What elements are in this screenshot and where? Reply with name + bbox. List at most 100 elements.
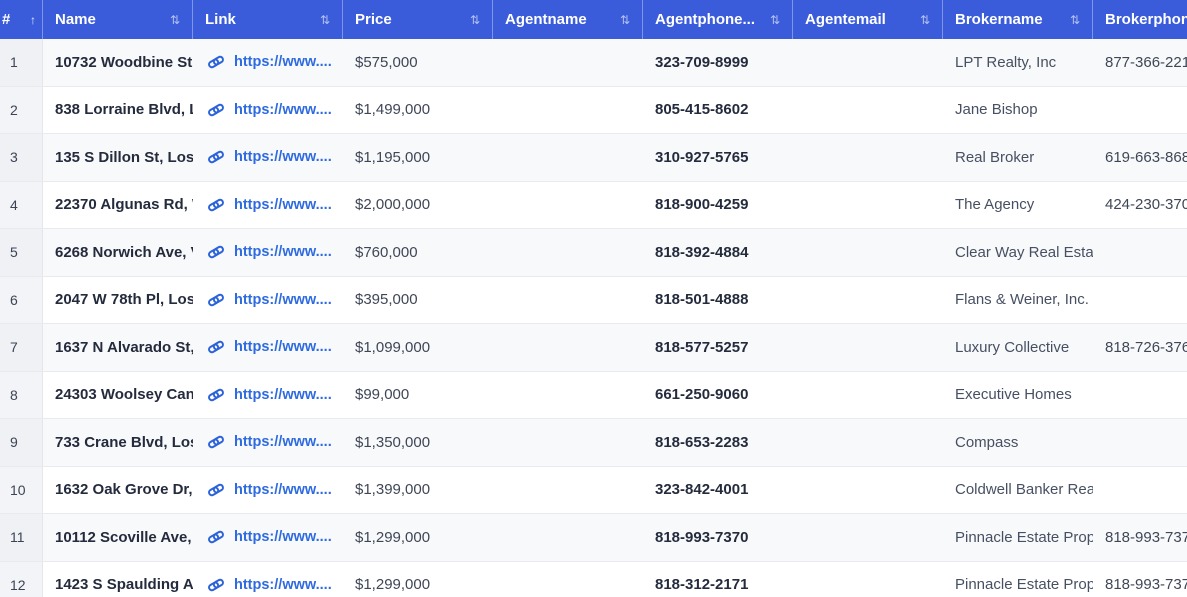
cell-agentname[interactable] (493, 467, 643, 514)
row-link[interactable]: https://www.... (234, 196, 332, 213)
cell-agentname[interactable] (493, 372, 643, 419)
cell-brokerphone[interactable] (1093, 467, 1187, 514)
cell-name[interactable]: 1632 Oak Grove Dr, Lo (55, 481, 193, 499)
cell-name[interactable]: 838 Lorraine Blvd, Los (55, 101, 193, 119)
row-link[interactable]: https://www.... (234, 149, 332, 166)
row-link[interactable]: https://www.... (234, 101, 332, 118)
cell-agentphone[interactable]: 818-900-4259 (655, 196, 749, 214)
cell-brokerphone[interactable] (1093, 87, 1187, 134)
row-link[interactable]: https://www.... (234, 54, 332, 71)
row-link[interactable]: https://www.... (234, 386, 332, 403)
cell-brokername[interactable]: Executive Homes (955, 386, 1072, 404)
column-header-index[interactable]: # ↑ (0, 0, 43, 39)
cell-name[interactable]: 733 Crane Blvd, Los An (55, 433, 193, 451)
cell-price[interactable]: $1,195,000 (355, 148, 431, 166)
row-link[interactable]: https://www.... (234, 291, 332, 308)
cell-brokername[interactable]: Coldwell Banker Realty (955, 481, 1093, 499)
cell-agentemail[interactable] (793, 87, 943, 134)
cell-brokername[interactable]: Real Broker (955, 148, 1035, 166)
cell-brokerphone[interactable]: 818-993-7370 (1105, 528, 1187, 546)
column-header-agentname[interactable]: Agentname ⇅ (493, 0, 643, 39)
sort-icon[interactable]: ⇅ (469, 12, 480, 27)
cell-agentphone[interactable]: 805-415-8602 (655, 101, 749, 119)
cell-price[interactable]: $1,499,000 (355, 101, 431, 119)
cell-agentemail[interactable] (793, 514, 943, 561)
cell-agentphone[interactable]: 818-993-7370 (655, 528, 749, 546)
cell-agentname[interactable] (493, 229, 643, 276)
cell-name[interactable]: 10732 Woodbine St Al (55, 53, 193, 71)
row-link[interactable]: https://www.... (234, 434, 332, 451)
cell-name[interactable]: 2047 W 78th Pl, Los A (55, 291, 193, 309)
sort-icon[interactable]: ⇅ (769, 12, 780, 27)
cell-brokername[interactable]: Luxury Collective (955, 338, 1070, 356)
row-link[interactable]: https://www.... (234, 244, 332, 261)
cell-agentphone[interactable]: 818-501-4888 (655, 291, 749, 309)
column-header-brokerphone[interactable]: Brokerphone ⇅ (1093, 0, 1187, 39)
row-link[interactable]: https://www.... (234, 576, 332, 593)
cell-price[interactable]: $575,000 (355, 53, 418, 71)
cell-name[interactable]: 24303 Woolsey Canyo (55, 386, 193, 404)
cell-agentname[interactable] (493, 39, 643, 86)
cell-agentphone[interactable]: 323-709-8999 (655, 53, 749, 71)
cell-agentphone[interactable]: 818-392-4884 (655, 243, 749, 261)
cell-brokerphone[interactable]: 619-663-8680 (1105, 148, 1187, 166)
sort-icon[interactable]: ⇅ (169, 12, 180, 27)
cell-price[interactable]: $2,000,000 (355, 196, 431, 214)
cell-agentemail[interactable] (793, 39, 943, 86)
cell-price[interactable]: $1,399,000 (355, 481, 431, 499)
cell-agentphone[interactable]: 818-577-5257 (655, 338, 749, 356)
cell-agentname[interactable] (493, 514, 643, 561)
cell-agentphone[interactable]: 323-842-4001 (655, 481, 749, 499)
cell-brokerphone[interactable]: 818-726-3761 (1105, 338, 1187, 356)
cell-brokerphone[interactable] (1093, 277, 1187, 324)
cell-agentemail[interactable] (793, 134, 943, 181)
cell-agentname[interactable] (493, 87, 643, 134)
cell-agentemail[interactable] (793, 562, 943, 597)
sort-icon[interactable]: ⇅ (1069, 12, 1080, 27)
cell-brokername[interactable]: Clear Way Real Estate (955, 243, 1093, 261)
cell-agentemail[interactable] (793, 372, 943, 419)
cell-brokername[interactable]: The Agency (955, 196, 1035, 214)
cell-brokerphone[interactable]: 424-230-3700 (1105, 196, 1187, 214)
cell-agentphone[interactable]: 818-312-2171 (655, 576, 749, 594)
sort-icon[interactable]: ⇅ (619, 12, 630, 27)
cell-brokerphone[interactable]: 818-993-7370 (1105, 576, 1187, 594)
row-link[interactable]: https://www.... (234, 339, 332, 356)
sort-asc-icon[interactable]: ↑ (30, 12, 36, 27)
cell-name[interactable]: 6268 Norwich Ave, Va (55, 243, 193, 261)
cell-name[interactable]: 10112 Scoville Ave, Sun (55, 528, 193, 546)
cell-name[interactable]: 135 S Dillon St, Los An (55, 148, 193, 166)
cell-agentphone[interactable]: 661-250-9060 (655, 386, 749, 404)
cell-agentemail[interactable] (793, 182, 943, 229)
column-header-agentphone[interactable]: Agentphone... ⇅ (643, 0, 793, 39)
cell-price[interactable]: $1,299,000 (355, 528, 431, 546)
cell-agentemail[interactable] (793, 277, 943, 324)
cell-agentname[interactable] (493, 134, 643, 181)
cell-price[interactable]: $1,350,000 (355, 433, 431, 451)
cell-agentname[interactable] (493, 277, 643, 324)
row-link[interactable]: https://www.... (234, 481, 332, 498)
cell-brokerphone[interactable] (1093, 229, 1187, 276)
cell-price[interactable]: $760,000 (355, 243, 418, 261)
column-header-agentemail[interactable]: Agentemail ⇅ (793, 0, 943, 39)
cell-price[interactable]: $99,000 (355, 386, 410, 404)
cell-agentname[interactable] (493, 562, 643, 597)
row-link[interactable]: https://www.... (234, 529, 332, 546)
sort-icon[interactable]: ⇅ (919, 12, 930, 27)
cell-agentname[interactable] (493, 324, 643, 371)
cell-brokername[interactable]: Compass (955, 433, 1019, 451)
cell-brokerphone[interactable] (1093, 419, 1187, 466)
cell-agentphone[interactable]: 310-927-5765 (655, 148, 749, 166)
cell-name[interactable]: 22370 Algunas Rd, Wo (55, 196, 193, 214)
cell-brokername[interactable]: Flans & Weiner, Inc. (955, 291, 1089, 309)
cell-agentphone[interactable]: 818-653-2283 (655, 433, 749, 451)
cell-agentemail[interactable] (793, 324, 943, 371)
cell-price[interactable]: $395,000 (355, 291, 418, 309)
cell-price[interactable]: $1,299,000 (355, 576, 431, 594)
column-header-brokername[interactable]: Brokername ⇅ (943, 0, 1093, 39)
cell-agentname[interactable] (493, 182, 643, 229)
cell-brokerphone[interactable] (1093, 372, 1187, 419)
cell-brokername[interactable]: LPT Realty, Inc (955, 53, 1057, 71)
cell-price[interactable]: $1,099,000 (355, 338, 431, 356)
cell-name[interactable]: 1423 S Spaulding Ave, (55, 576, 193, 594)
